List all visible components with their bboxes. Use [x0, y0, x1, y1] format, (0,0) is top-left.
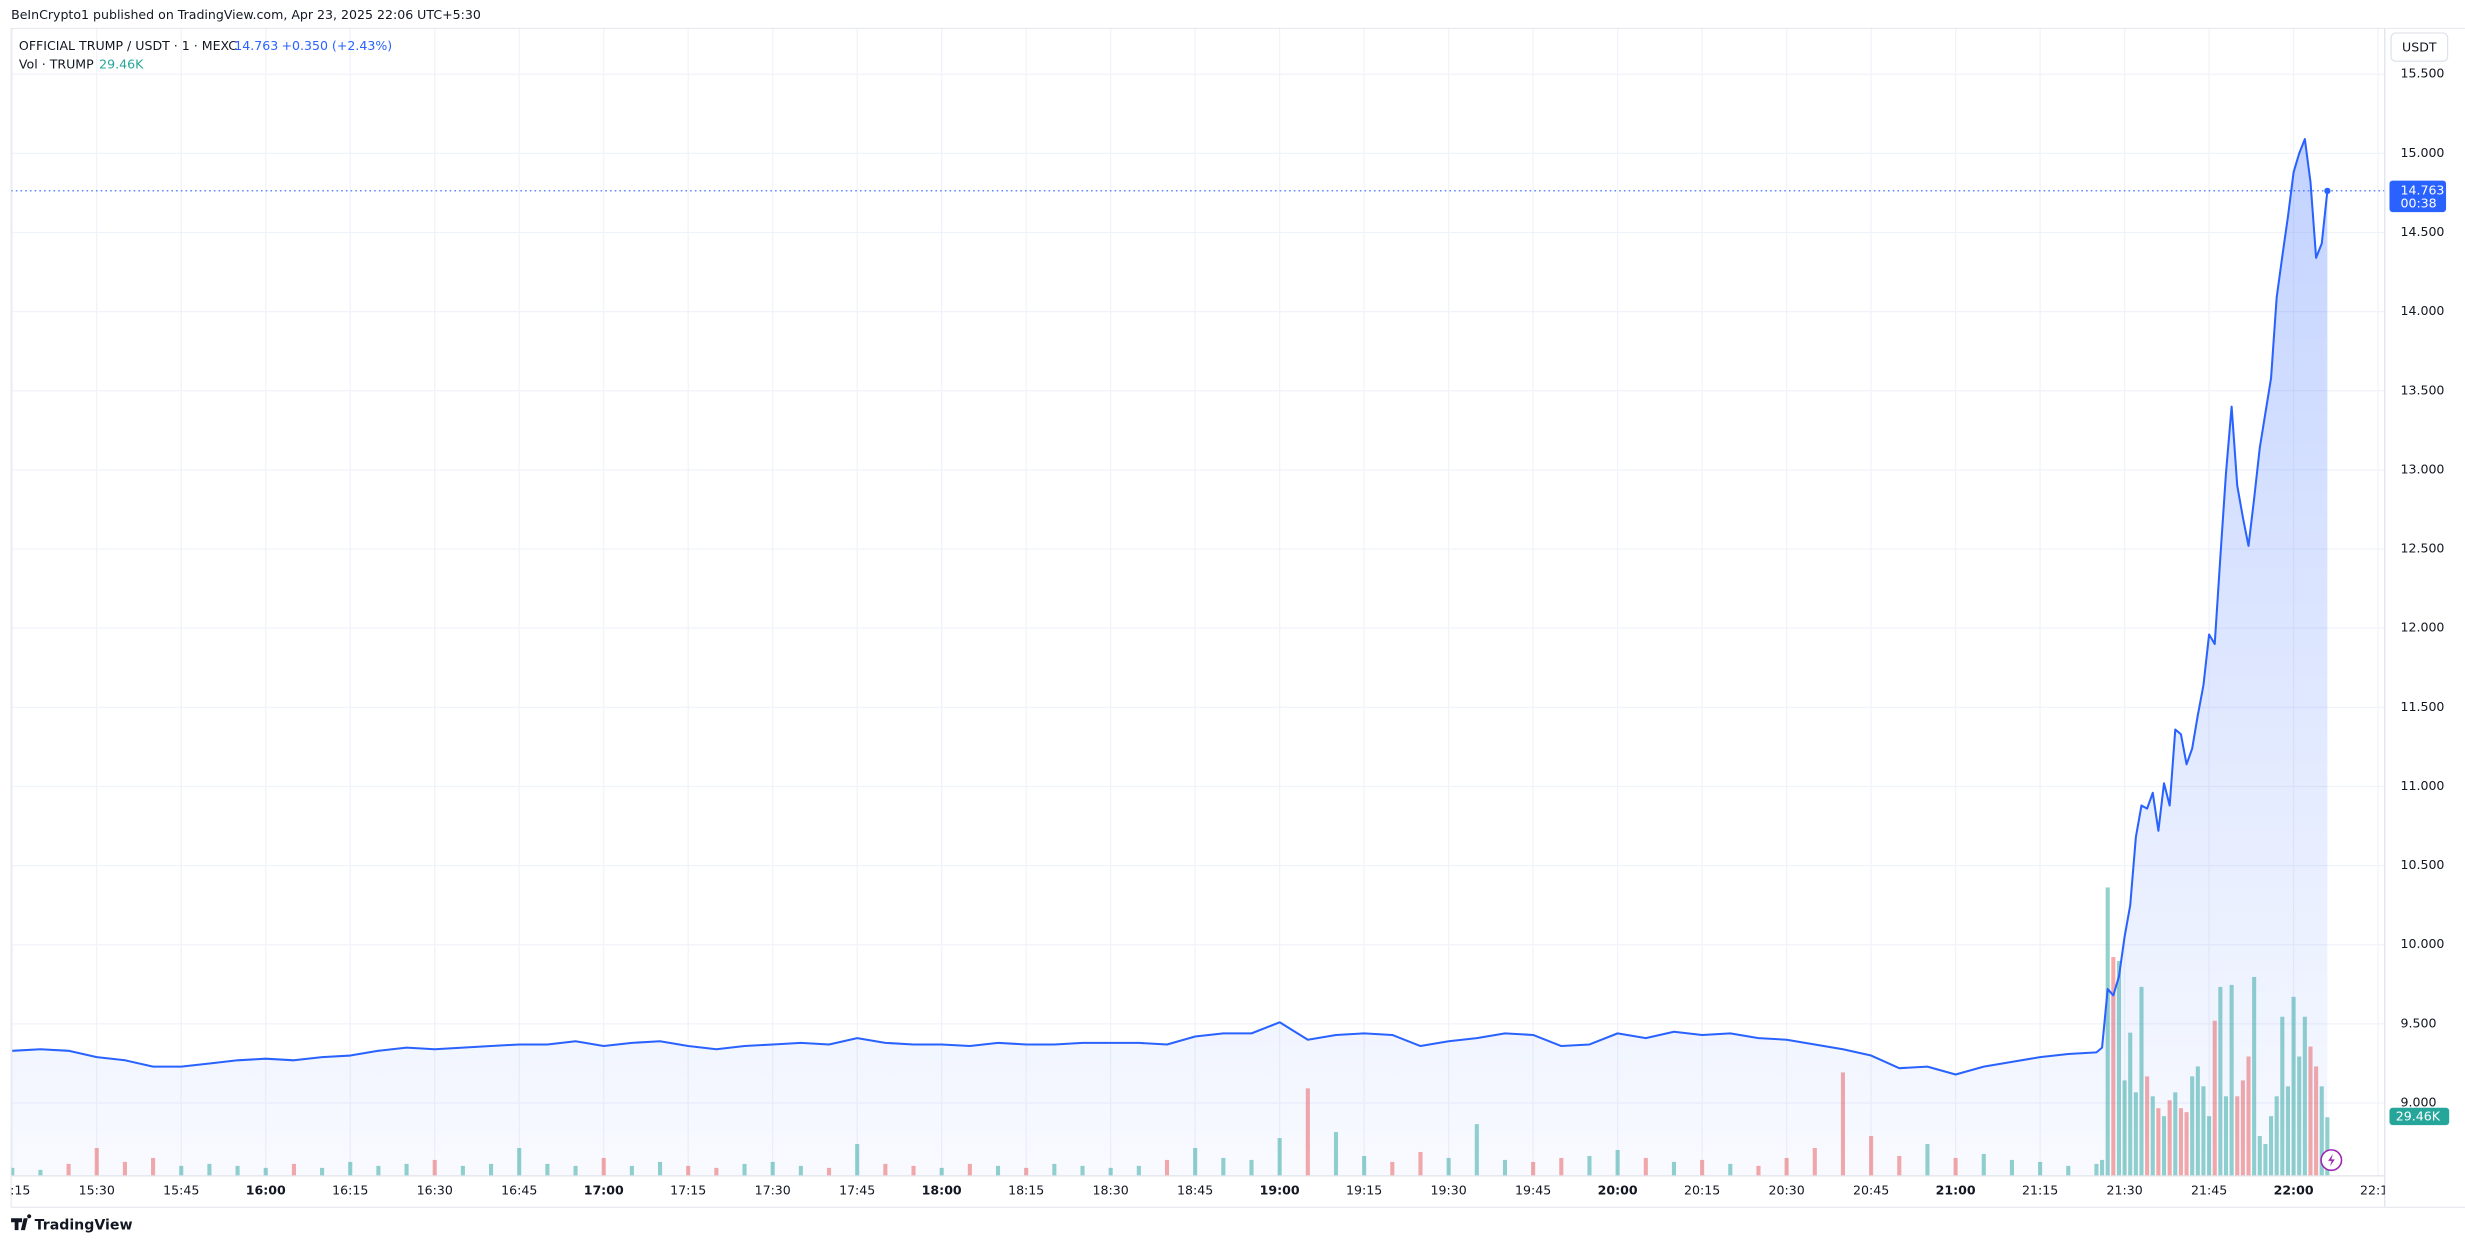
x-tick-label: 19:45: [1515, 1182, 1551, 1197]
x-tick-label: 18:00: [922, 1182, 962, 1197]
x-tick-label: 18:45: [1177, 1182, 1213, 1197]
countdown: 00:38: [2400, 196, 2436, 211]
x-tick-label: 16:00: [246, 1182, 286, 1197]
x-tick-label: 18:15: [1008, 1182, 1044, 1197]
last-price-dot: [2324, 187, 2331, 194]
y-tick-label: 14.500: [2400, 224, 2444, 239]
volume-tag-value: 29.46K: [2396, 1109, 2441, 1124]
y-tick-label: 9.000: [2400, 1095, 2436, 1110]
axes: [10, 27, 2465, 1208]
unit-button[interactable]: [2390, 32, 2449, 62]
x-tick-label: 19:00: [1260, 1182, 1300, 1197]
y-tick-label: 10.500: [2400, 857, 2444, 872]
unit-label[interactable]: USDT: [2402, 39, 2437, 54]
y-tick-label: 12.500: [2400, 541, 2444, 556]
x-tick-label: 21:45: [2191, 1182, 2227, 1197]
x-tick-label: 20:00: [1598, 1182, 1638, 1197]
y-tick-label: 13.000: [2400, 461, 2444, 476]
last-price-tag-value: 14.763: [2400, 182, 2444, 197]
x-tick-label: 22:15: [2360, 1182, 2396, 1197]
volume-legend-value: 29.46K: [99, 57, 144, 72]
publish-header: BeInCrypto1 published on TradingView.com…: [11, 7, 481, 22]
x-tick-label: 17:30: [755, 1182, 791, 1197]
y-tick-label: 12.000: [2400, 620, 2444, 635]
x-tick-label: 22:00: [2274, 1182, 2314, 1197]
y-tick-label: 9.500: [2400, 1015, 2436, 1030]
volume-tag: [2389, 1107, 2450, 1126]
x-tick-label: 16:45: [501, 1182, 537, 1197]
y-tick-label: 15.000: [2400, 145, 2444, 160]
x-tick-label: 19:30: [1431, 1182, 1467, 1197]
change-legend: +0.350 (+2.43%): [281, 38, 392, 53]
x-tick-label: 20:30: [1769, 1182, 1805, 1197]
price-pane: [11, 138, 2385, 1176]
y-tick-label: 10.000: [2400, 936, 2444, 951]
brand-logo: [11, 1214, 32, 1231]
alert-button[interactable]: [2320, 1149, 2343, 1172]
y-tick-label: 14.000: [2400, 303, 2444, 318]
last-price-legend: 14.763: [234, 38, 278, 53]
x-tick-label: 20:15: [1684, 1182, 1720, 1197]
last-price-tag: [2389, 180, 2447, 213]
time-axis: 15:15 15:30 15:45 16:00 16:15 16:30 16:45 17:00…: [0, 1182, 2396, 1197]
x-tick-label: 18:30: [1093, 1182, 1129, 1197]
y-tick-label: 13.500: [2400, 382, 2444, 397]
x-tick-label: 15:15: [0, 1182, 30, 1197]
y-tick-label: 11.000: [2400, 778, 2444, 793]
y-tick-label: 11.500: [2400, 699, 2444, 714]
x-tick-label: 16:30: [417, 1182, 453, 1197]
x-tick-label: 15:30: [79, 1182, 115, 1197]
x-tick-label: 15:45: [163, 1182, 199, 1197]
x-tick-label: 21:00: [1936, 1182, 1976, 1197]
x-tick-label: 16:15: [332, 1182, 368, 1197]
x-tick-label: 21:15: [2022, 1182, 2058, 1197]
grid: [11, 28, 2385, 1176]
price-area: [12, 139, 2328, 1176]
x-tick-label: 19:15: [1346, 1182, 1382, 1197]
symbol-legend: OFFICIAL TRUMP / USDT · 1 · MEXC: [19, 38, 237, 53]
volume-legend: Vol · TRUMP: [19, 57, 94, 72]
price-line: [12, 138, 2329, 1076]
x-tick-label: 17:15: [670, 1182, 706, 1197]
y-tick-label: 15.500: [2400, 66, 2444, 81]
brand-name: TradingView: [35, 1217, 133, 1233]
x-tick-label: 17:00: [584, 1182, 624, 1197]
brand: TradingView: [11, 1214, 133, 1233]
x-tick-label: 20:45: [1853, 1182, 1889, 1197]
x-tick-label: 17:45: [839, 1182, 875, 1197]
alert-icon[interactable]: [2328, 1153, 2335, 1167]
price-axis: 9.000 9.500 10.000 10.500 11.000 11.500 12.000…: [2389, 66, 2450, 1126]
x-tick-label: 21:30: [2106, 1182, 2142, 1197]
